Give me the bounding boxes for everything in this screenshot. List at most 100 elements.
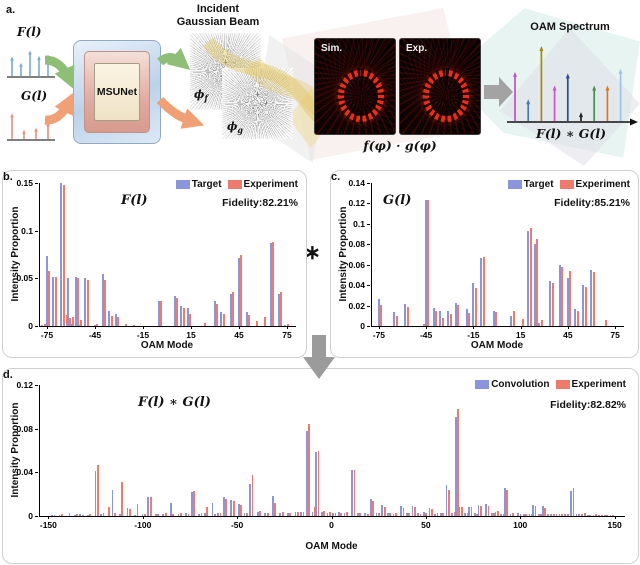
stem-target xyxy=(477,505,480,516)
stem-target xyxy=(287,512,289,516)
stem-experiment xyxy=(232,291,235,326)
stem-target xyxy=(564,513,567,516)
stem-target xyxy=(604,514,606,516)
stem-target xyxy=(186,307,189,326)
stem-experiment xyxy=(493,512,495,516)
stem-target xyxy=(609,514,612,516)
stem-experiment xyxy=(203,323,206,326)
y-tick-label: 0.14 xyxy=(348,178,365,188)
stem-experiment xyxy=(346,511,348,516)
stem-target xyxy=(574,308,577,326)
stem-target xyxy=(101,273,104,326)
stem-experiment xyxy=(117,317,120,326)
target-swatch xyxy=(507,180,522,189)
stem-experiment xyxy=(281,511,284,516)
legend-item-experiment: Experiment xyxy=(227,179,298,190)
panel-c-label: c. xyxy=(331,171,341,183)
x-tick-label: -45 xyxy=(88,330,102,340)
x-tick-label: 0 xyxy=(329,520,334,530)
x-tick-label: 100 xyxy=(513,520,528,530)
chart-title: F(l) ∗ G(l) xyxy=(138,395,211,410)
stem-experiment xyxy=(69,318,72,326)
stem-experiment xyxy=(442,512,445,516)
stem-experiment xyxy=(80,320,83,326)
stem-target xyxy=(45,256,48,326)
stem-experiment xyxy=(395,512,397,516)
stem-experiment xyxy=(487,506,490,516)
x-tick-mark xyxy=(331,516,333,519)
stem-experiment xyxy=(447,489,450,516)
stem-target xyxy=(439,512,442,516)
stem-target xyxy=(424,200,427,326)
stem-experiment xyxy=(246,512,248,516)
stem-target xyxy=(558,513,561,516)
x-tick-mark xyxy=(378,326,380,329)
stem-experiment xyxy=(77,278,80,326)
stem-experiment xyxy=(179,512,182,516)
x-tick-label: -75 xyxy=(372,330,386,340)
stem-experiment xyxy=(380,304,383,326)
stem-target xyxy=(185,512,187,516)
panel-a-label: a. xyxy=(6,4,16,16)
stem-target xyxy=(264,512,267,516)
convolution-swatch xyxy=(475,380,490,389)
x-tick-label: 75 xyxy=(282,330,292,340)
stem-target xyxy=(587,514,589,516)
stem-experiment xyxy=(200,512,203,516)
legend: Target Experiment xyxy=(175,179,298,190)
stem-experiment xyxy=(549,513,552,516)
plot-area xyxy=(39,385,625,517)
x-tick-mark xyxy=(143,326,144,329)
stem-target xyxy=(473,512,476,516)
y-tick-mark xyxy=(367,326,370,327)
stem-experiment xyxy=(248,314,251,326)
stem-experiment xyxy=(280,291,283,326)
stem-experiment xyxy=(160,301,163,326)
y-tick-mark xyxy=(35,326,38,327)
stem-experiment xyxy=(96,324,99,326)
incident-title-line1: Incident xyxy=(196,3,240,15)
stem-experiment xyxy=(476,513,478,516)
stem-experiment xyxy=(372,500,375,516)
x-tick-mark xyxy=(520,326,522,329)
x-tick-mark xyxy=(473,326,475,329)
stem-experiment xyxy=(435,310,438,326)
experiment-swatch xyxy=(555,380,570,389)
stem-experiment xyxy=(274,502,277,516)
stem-target xyxy=(198,513,201,516)
stem-target xyxy=(468,507,470,516)
stem-target xyxy=(126,508,129,516)
f-spectrum-inset xyxy=(7,50,55,78)
stem-target xyxy=(147,497,150,516)
experiment-swatch xyxy=(559,180,574,189)
stem-experiment xyxy=(577,310,580,326)
stem-target xyxy=(269,243,272,326)
stem-target xyxy=(108,310,111,326)
stem-experiment xyxy=(536,239,539,326)
stem-target xyxy=(79,513,82,516)
y-tick-mark xyxy=(367,223,370,225)
stem-experiment xyxy=(108,507,110,516)
stem-target xyxy=(229,293,232,326)
stem-experiment xyxy=(121,482,124,516)
stem-target xyxy=(74,277,77,326)
x-tick-mark xyxy=(520,516,522,519)
stem-experiment xyxy=(353,470,356,516)
stem-experiment xyxy=(544,508,546,516)
stem-target xyxy=(73,514,76,516)
stem-target xyxy=(480,257,482,326)
phi-f-sub: f xyxy=(204,93,208,104)
stem-target xyxy=(170,502,172,516)
legend-label: Experiment xyxy=(571,379,626,390)
stem-experiment xyxy=(529,227,532,326)
stem-target xyxy=(180,306,183,326)
legend-label: Experiment xyxy=(243,179,298,190)
stem-target xyxy=(553,513,555,516)
y-tick-mark xyxy=(35,230,38,232)
stem-experiment xyxy=(164,512,167,516)
y-axis-label: Intensity Proportion xyxy=(10,206,21,302)
oam-ring-pattern xyxy=(421,68,471,125)
stem-target xyxy=(375,512,378,516)
stem-target xyxy=(434,513,436,516)
stem-experiment xyxy=(104,280,107,326)
